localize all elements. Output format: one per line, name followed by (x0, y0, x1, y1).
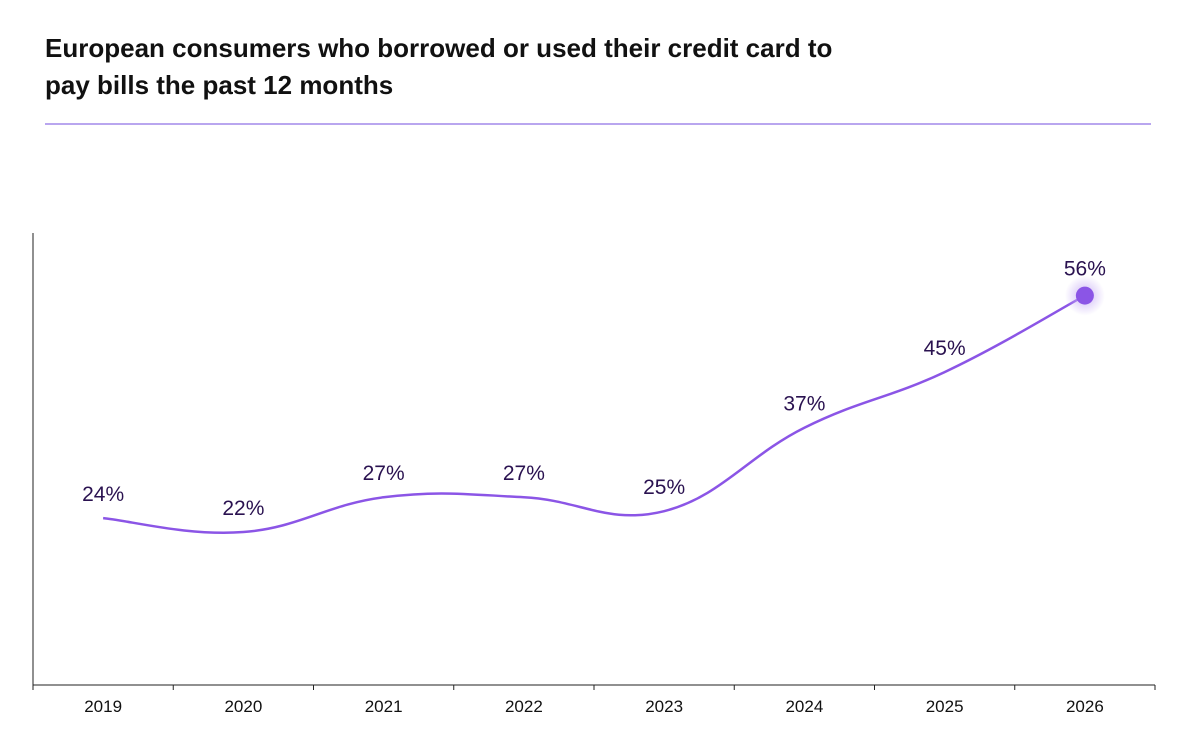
x-tick-label: 2021 (365, 697, 403, 716)
x-tick-label: 2024 (785, 697, 823, 716)
x-tick-label: 2022 (505, 697, 543, 716)
chart-title: European consumers who borrowed or used … (45, 33, 833, 100)
x-tick-label: 2026 (1066, 697, 1104, 716)
data-label: 27% (363, 462, 405, 485)
data-label: 45% (924, 337, 966, 360)
data-label: 37% (783, 393, 825, 416)
data-label: 22% (222, 497, 264, 520)
x-tick-label: 2025 (926, 697, 964, 716)
data-label: 27% (503, 462, 545, 485)
data-label: 56% (1064, 258, 1106, 281)
last-point-marker (1075, 286, 1094, 305)
x-tick-label: 2019 (84, 697, 122, 716)
title-divider (45, 123, 1151, 125)
x-tick-label: 2023 (645, 697, 683, 716)
x-tick-label: 2020 (224, 697, 262, 716)
data-label: 25% (643, 476, 685, 499)
data-label: 24% (82, 483, 124, 506)
series-line (103, 294, 1086, 534)
